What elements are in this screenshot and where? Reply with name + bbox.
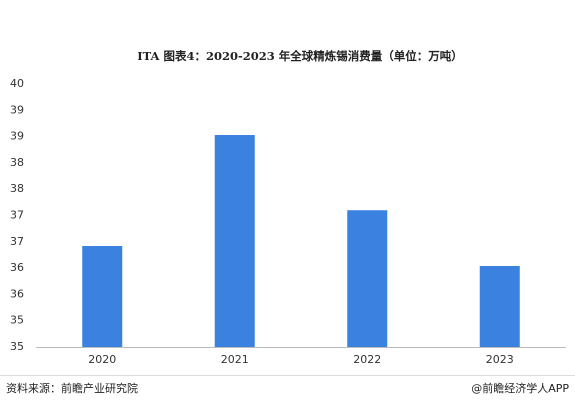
bar (347, 210, 388, 347)
x-tick-label: 2020 (88, 353, 116, 366)
y-tick-label: 40 (10, 77, 24, 90)
y-tick-label: 37 (10, 235, 24, 248)
y-tick-label: 38 (10, 182, 24, 195)
chart-title: ITA 图表4：2020-2023 年全球精炼锡消费量（单位：万吨） (137, 49, 463, 63)
bar (82, 246, 123, 347)
y-tick-label: 35 (10, 340, 24, 353)
bar (214, 135, 255, 347)
credit: @前瞻经济学人APP (471, 381, 569, 395)
y-tick-label: 38 (10, 156, 24, 169)
y-tick-label: 37 (10, 209, 24, 222)
source: 资料来源：前瞻产业研究院 (6, 381, 138, 395)
y-tick-label: 36 (10, 261, 24, 274)
bar (479, 265, 520, 347)
x-tick-label: 2021 (221, 353, 249, 366)
y-tick-label: 39 (10, 103, 24, 116)
x-tick-label: 2023 (486, 353, 514, 366)
y-tick-label: 39 (10, 130, 24, 143)
x-tick-label: 2022 (353, 353, 381, 366)
y-tick-label: 35 (10, 314, 24, 327)
y-tick-label: 36 (10, 287, 24, 300)
